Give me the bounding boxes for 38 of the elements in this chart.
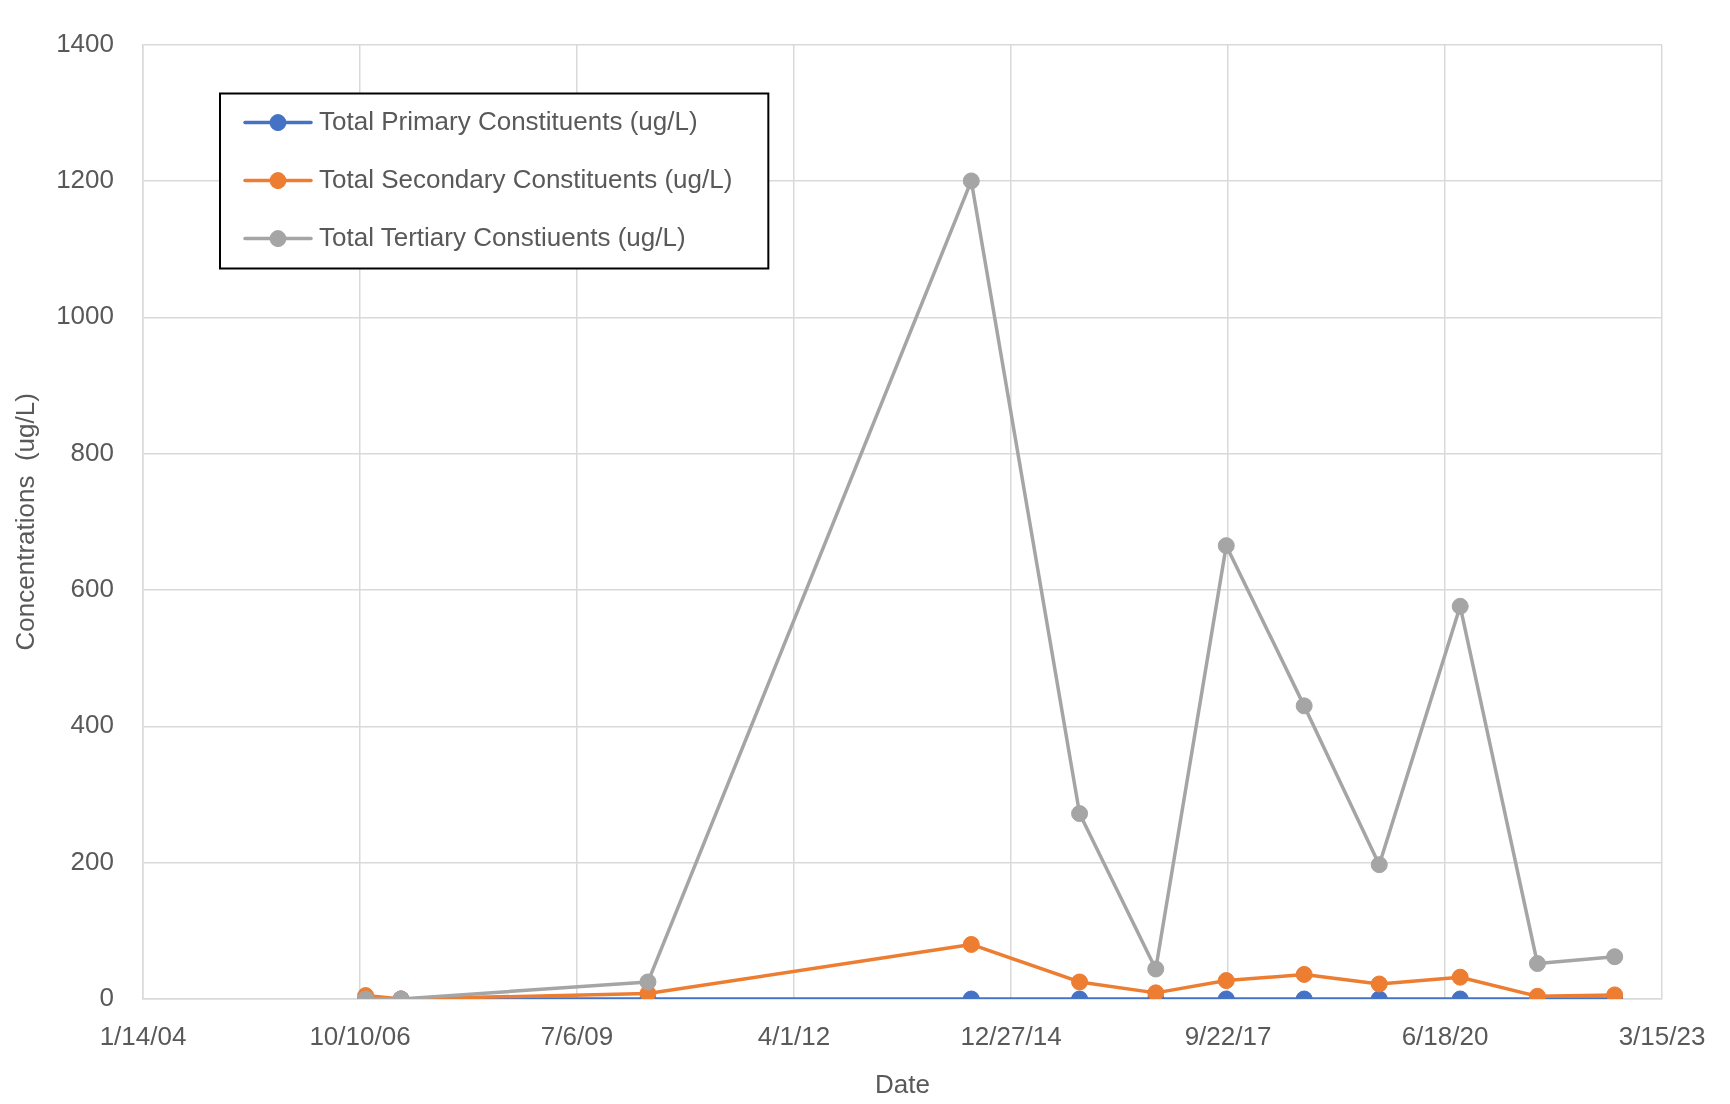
x-tick-label: 1/14/04	[99, 1020, 187, 1051]
point	[1370, 856, 1388, 874]
x-axis-title: Date	[875, 1068, 930, 1099]
x-tick-label: 4/1/12	[757, 1020, 831, 1051]
point	[1295, 697, 1313, 715]
x-tick-label: 10/10/06	[309, 1020, 411, 1051]
y-axis-title: Concentrations (ug/L)	[9, 393, 40, 651]
point	[962, 935, 980, 953]
y-tick-label: 200	[70, 845, 114, 876]
point	[1147, 984, 1165, 999]
legend-label: Total Tertiary Constiuents (ug/L)	[319, 221, 686, 252]
y-tick-label: 0	[99, 982, 114, 1013]
point	[1606, 948, 1624, 966]
point	[639, 973, 657, 991]
x-tick-label: 3/15/23	[1618, 1020, 1706, 1051]
point	[1217, 972, 1235, 990]
point	[1295, 965, 1313, 983]
y-tick-label: 1200	[56, 164, 114, 195]
point	[1071, 973, 1089, 991]
point	[1370, 975, 1388, 993]
point	[962, 172, 980, 190]
point	[1451, 597, 1469, 615]
point	[1147, 960, 1165, 978]
y-tick-label: 1000	[56, 300, 114, 331]
x-tick-label: 6/18/20	[1401, 1020, 1489, 1051]
y-tick-label: 1400	[56, 27, 114, 58]
legend-label: Total Secondary Constituents (ug/L)	[319, 163, 733, 194]
y-tick-label: 800	[70, 436, 114, 467]
y-tick-label: 400	[70, 709, 114, 740]
point	[1528, 955, 1546, 973]
y-tick-label: 600	[70, 573, 114, 604]
point	[1451, 968, 1469, 986]
x-tick-label: 7/6/09	[540, 1020, 614, 1051]
point	[1071, 805, 1089, 823]
point	[1217, 537, 1235, 555]
x-tick-label: 9/22/17	[1184, 1020, 1272, 1051]
x-tick-label: 12/27/14	[960, 1020, 1062, 1051]
legend-label: Total Primary Constituents (ug/L)	[319, 105, 698, 136]
